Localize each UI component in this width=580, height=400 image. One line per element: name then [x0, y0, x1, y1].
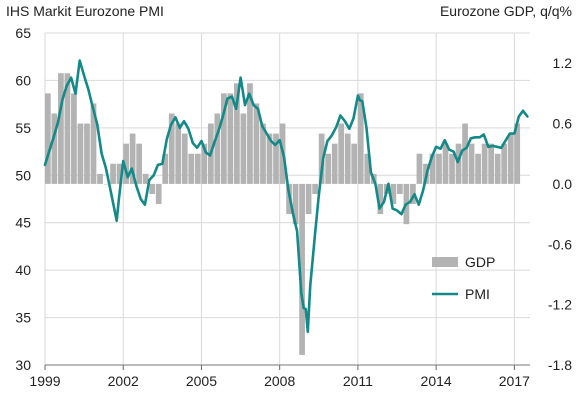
gdp-bar	[240, 113, 247, 184]
gdp-bar	[501, 143, 508, 184]
gdp-bar	[214, 113, 221, 184]
gdp-bar	[51, 113, 58, 184]
gdp-bar	[227, 93, 234, 184]
gdp-bar	[116, 163, 123, 184]
y-left-tick-label: 65	[15, 25, 31, 41]
y-right-tick-label: 0.0	[553, 176, 573, 192]
gdp-bar	[260, 123, 266, 184]
gdp-bar	[449, 153, 455, 184]
legend-label-gdp: GDP	[465, 254, 495, 270]
x-tick-label: 2005	[186, 373, 217, 389]
gdp-bar	[155, 183, 162, 205]
chart-title-right: Eurozone GDP, q/q%	[439, 3, 572, 19]
gdp-bar	[299, 183, 305, 355]
gdp-bar	[221, 93, 227, 184]
gdp-bar	[90, 103, 97, 184]
pmi-line	[43, 59, 529, 334]
gdp-bar	[312, 183, 318, 194]
y-left-tick-label: 30	[15, 357, 31, 373]
gdp-bar	[123, 143, 129, 184]
gdp-bar	[194, 153, 201, 184]
gdp-bar	[488, 143, 494, 184]
gdp-bar	[514, 123, 521, 184]
x-tick-label: 1999	[29, 373, 60, 389]
gdp-bar	[416, 153, 423, 184]
y-left-tick-label: 40	[15, 262, 31, 278]
gdp-bar	[58, 73, 64, 184]
x-tick-label: 2017	[499, 373, 530, 389]
gdp-bar	[442, 143, 449, 184]
y-left-tick-label: 60	[15, 72, 31, 88]
x-tick-label: 2008	[264, 373, 295, 389]
gdp-bar	[397, 183, 403, 194]
y-right-tick-label: 0.6	[553, 116, 573, 132]
gdp-bar	[97, 173, 103, 184]
gdp-bar	[45, 93, 51, 184]
gdp-bar	[77, 123, 84, 184]
gdp-bar	[507, 133, 514, 184]
gdp-bar	[351, 143, 358, 184]
gdp-bar	[390, 183, 397, 205]
legend-swatch-gdp	[432, 257, 458, 267]
y-right-tick-label: 1.2	[553, 55, 573, 71]
gdp-bar	[168, 113, 175, 184]
gdp-bar	[475, 153, 481, 184]
gdp-bar	[344, 133, 351, 184]
gdp-bar	[455, 143, 462, 184]
y-right-tick-label: -0.6	[548, 236, 572, 252]
gdp-bar	[181, 133, 188, 184]
y-left-tick-label: 50	[15, 167, 31, 183]
gdp-bar	[234, 83, 240, 184]
gdp-bar	[142, 173, 149, 184]
gdp-bar	[188, 153, 195, 184]
gdp-bar	[305, 183, 312, 215]
y-left-tick-label: 45	[15, 215, 31, 231]
x-tick-label: 2011	[343, 373, 373, 389]
gdp-bar	[338, 123, 345, 184]
gdp-bar	[84, 123, 90, 184]
gdp-bar	[436, 153, 442, 184]
gdp-bar	[64, 73, 71, 184]
y-right-tick-label: -1.2	[548, 297, 572, 313]
gdp-bar	[410, 183, 416, 205]
gdp-bar	[377, 183, 384, 215]
x-tick-label: 2002	[108, 373, 139, 389]
pmi-line-group	[43, 59, 529, 334]
gdp-bar	[318, 133, 325, 184]
gdp-bar	[253, 103, 260, 184]
gdp-bar	[273, 133, 279, 184]
gdp-bar	[149, 183, 156, 194]
gdp-bar	[129, 133, 136, 184]
gdp-bar	[429, 153, 436, 184]
x-tick-label: 2014	[421, 373, 452, 389]
gdp-bar	[201, 143, 208, 184]
gdp-bar	[103, 183, 110, 185]
gdp-bar	[494, 153, 501, 184]
gdp-bar	[162, 153, 169, 184]
gdp-bar	[247, 83, 253, 184]
gdp-bar	[364, 153, 371, 184]
y-left-tick-label: 55	[15, 120, 31, 136]
legend-label-pmi: PMI	[465, 286, 490, 302]
gdp-bar	[462, 123, 468, 184]
gdp-bar	[266, 133, 273, 184]
gdp-bar	[468, 143, 475, 184]
gdp-bar	[136, 143, 142, 184]
gdp-bar	[175, 123, 182, 184]
gdp-bar	[357, 93, 364, 184]
y-right-tick-label: -1.8	[548, 357, 572, 373]
gdp-bar	[325, 153, 332, 184]
chart-title-left: IHS Markit Eurozone PMI	[6, 3, 164, 19]
gdp-bar	[481, 143, 488, 184]
gdp-bar	[331, 143, 338, 184]
gdp-bars	[45, 73, 521, 355]
gdp-bar	[110, 163, 116, 184]
y-left-tick-label: 35	[15, 310, 31, 326]
axes: 30 35 40 45 50 55 60 65 -1.8 -1.2 -0.6 0.0 0.6 1.2 199…	[15, 25, 572, 389]
legend: GDP PMI	[432, 254, 495, 302]
gdp-bar	[71, 93, 77, 184]
gdp-bar	[292, 183, 299, 225]
